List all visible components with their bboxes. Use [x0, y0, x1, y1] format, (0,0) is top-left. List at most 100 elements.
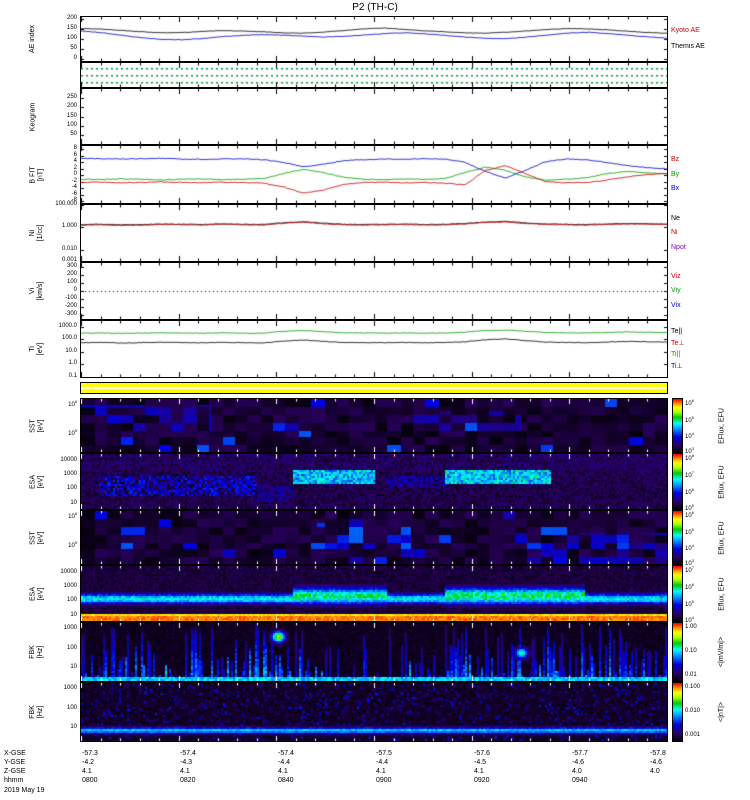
panel-ni-canvas: [81, 205, 667, 261]
panel-fbk_b-colorbar: [672, 682, 683, 742]
panel-esa_e-cbar-tick: 108: [685, 453, 694, 463]
panel-sst_i-cbar-tick: 104: [685, 543, 694, 553]
panel-ae-legend-1: Themis AE: [671, 42, 705, 50]
panel-fbk_e-cbar-tick: 1.00: [685, 623, 697, 630]
panel-sst_e-cbar-tick: 103: [685, 445, 694, 455]
panel-ti-legend-2: Ti||: [671, 350, 681, 358]
panel-sst_e-ytick: 105: [68, 427, 77, 437]
panel-fbk_b-ytick: 10: [70, 723, 77, 730]
panel-ti-ytick: 100.0: [61, 335, 77, 342]
panel-vi-legend-1: Viy: [671, 287, 681, 294]
panel-fbk_b-cbar-tick: 0.001: [685, 732, 701, 739]
panel-keogram-ytick: 100: [66, 121, 77, 128]
panel-sst_e: [80, 398, 668, 453]
panel-bfit-ylabel: B FIT [nT]: [29, 165, 45, 184]
footer-row-label-2: Z-GSE: [4, 768, 26, 775]
footer-row-label-3: hhmm: [4, 777, 24, 784]
panel-fbk_b: [80, 682, 668, 742]
panel-strip: [80, 62, 668, 88]
panel-sst_i-cbar-tick: 105: [685, 526, 694, 536]
panel-esa_e: [80, 453, 668, 510]
panel-bfit-ytick: 4: [73, 158, 77, 165]
panel-roi: [80, 382, 668, 394]
panel-ae-ylabel: AE index: [29, 24, 36, 54]
panel-sst_e-ylabel: SST [eV]: [29, 418, 45, 433]
panel-keogram-ytick: 250: [66, 94, 77, 101]
panel-keogram-ylabel: Keogram: [29, 102, 36, 131]
panel-esa_i-colorbar: [672, 565, 683, 622]
panel-esa_i-ylabel: ESA [eV]: [29, 586, 45, 601]
panel-sst_e-colorbar: [672, 398, 683, 453]
panel-keogram-ytick: 150: [66, 112, 77, 119]
panel-esa_i-ytick: 10: [70, 611, 77, 618]
panel-bfit: [80, 145, 668, 204]
panel-fbk_e-ytick: 100: [66, 644, 77, 651]
panel-sst_e-cbar-tick: 106: [685, 398, 694, 408]
panel-ni-ytick: 0.010: [61, 245, 77, 252]
footer-row-label-1: Y-GSE: [4, 759, 26, 766]
panel-ti-legend-1: Te⊥: [671, 340, 685, 348]
panel-ae-ytick: 100: [66, 35, 77, 41]
panel-vi-ytick: -100: [64, 295, 77, 301]
panel-ni-ylabel: Ni [1/cc]: [29, 224, 45, 242]
panel-keogram-ytick: 50: [70, 130, 77, 137]
panel-fbk_e-colorbar: [672, 622, 683, 682]
panel-sst_i-ytick: 105: [68, 539, 77, 549]
footer-value: 0800: [82, 777, 98, 784]
footer-value: 4.0: [650, 768, 660, 775]
panel-esa_e-ytick: 1000: [63, 470, 77, 477]
panel-sst_i-colorbar: [672, 510, 683, 565]
panel-sst_e-cbar-label: EFlux, EFU: [718, 407, 725, 444]
panel-vi: [80, 262, 668, 320]
panel-bfit-legend-1: By: [671, 170, 680, 178]
panel-sst_i-canvas: [81, 511, 667, 564]
panel-bfit-ytick: -6: [71, 190, 77, 197]
panel-keogram-canvas: [81, 89, 667, 144]
panel-fbk_b-canvas: [81, 683, 667, 741]
panel-vi-ytick: 0: [73, 287, 77, 293]
panel-vi-legend-0: Viz: [671, 272, 681, 280]
panel-fbk_e-canvas: [81, 623, 667, 681]
panel-esa_e-ylabel: ESA [eV]: [29, 474, 45, 489]
panel-ti-ytick: 0.1: [68, 373, 77, 379]
panel-ti-legend-3: Ti⊥: [671, 363, 683, 371]
panel-esa_e-colorbar: [672, 453, 683, 510]
panel-esa_e-cbar-label: Eflux, EFU: [718, 464, 725, 499]
footer-value: 4.1: [376, 768, 386, 775]
panel-bfit-ytick: -2: [71, 177, 77, 184]
panel-fbk_b-ytick: 100: [66, 704, 77, 711]
footer-value: -57.7: [572, 750, 588, 757]
panel-vi-ylabel: Vi [km/s]: [29, 281, 45, 301]
panel-fbk_e-ylabel: FBK [Hz]: [29, 645, 45, 659]
panel-vi-ytick: 200: [66, 271, 77, 277]
footer-value: -4.3: [180, 759, 193, 766]
footer-value: 0840: [278, 777, 294, 784]
footer-value: -4.2: [82, 759, 95, 766]
panel-ae-ytick: 50: [70, 45, 77, 51]
panel-sst_i-cbar-label: Eflux, EFU: [718, 520, 725, 555]
footer-date: 2019 May 19: [4, 787, 45, 794]
panel-ni-ytick: 100.000: [55, 201, 77, 207]
panel-roi-canvas: [81, 383, 667, 393]
panel-esa_i-cbar-tick: 104: [685, 614, 694, 624]
footer-value: -4.4: [278, 759, 291, 766]
panel-vi-ytick: 300: [66, 263, 77, 269]
panel-strip-canvas: [81, 63, 667, 87]
panel-sst_i-cbar-tick: 106: [685, 510, 694, 520]
footer-value: -57.4: [180, 750, 196, 757]
panel-esa_i-ytick: 1000: [63, 582, 77, 589]
panel-esa_e-cbar-tick: 107: [685, 470, 694, 480]
panel-esa_e-cbar-tick: 106: [685, 487, 694, 497]
footer-value: -57.3: [82, 750, 98, 757]
panel-fbk_e-cbar-label: <|mV/m|>: [718, 636, 725, 668]
panel-ae-legend-0: Kyoto AE: [671, 27, 700, 35]
panel-sst_e-cbar-tick: 105: [685, 414, 694, 424]
panel-bfit-legend-2: Bx: [671, 185, 680, 193]
footer-value: -4.5: [474, 759, 487, 766]
panel-fbk_b-cbar-tick: 0.100: [685, 683, 701, 690]
panel-bfit-ytick: -8: [71, 197, 77, 204]
panel-ae: [80, 16, 668, 62]
panel-keogram: [80, 88, 668, 145]
panel-fbk_e-ytick: 1000: [63, 624, 77, 631]
